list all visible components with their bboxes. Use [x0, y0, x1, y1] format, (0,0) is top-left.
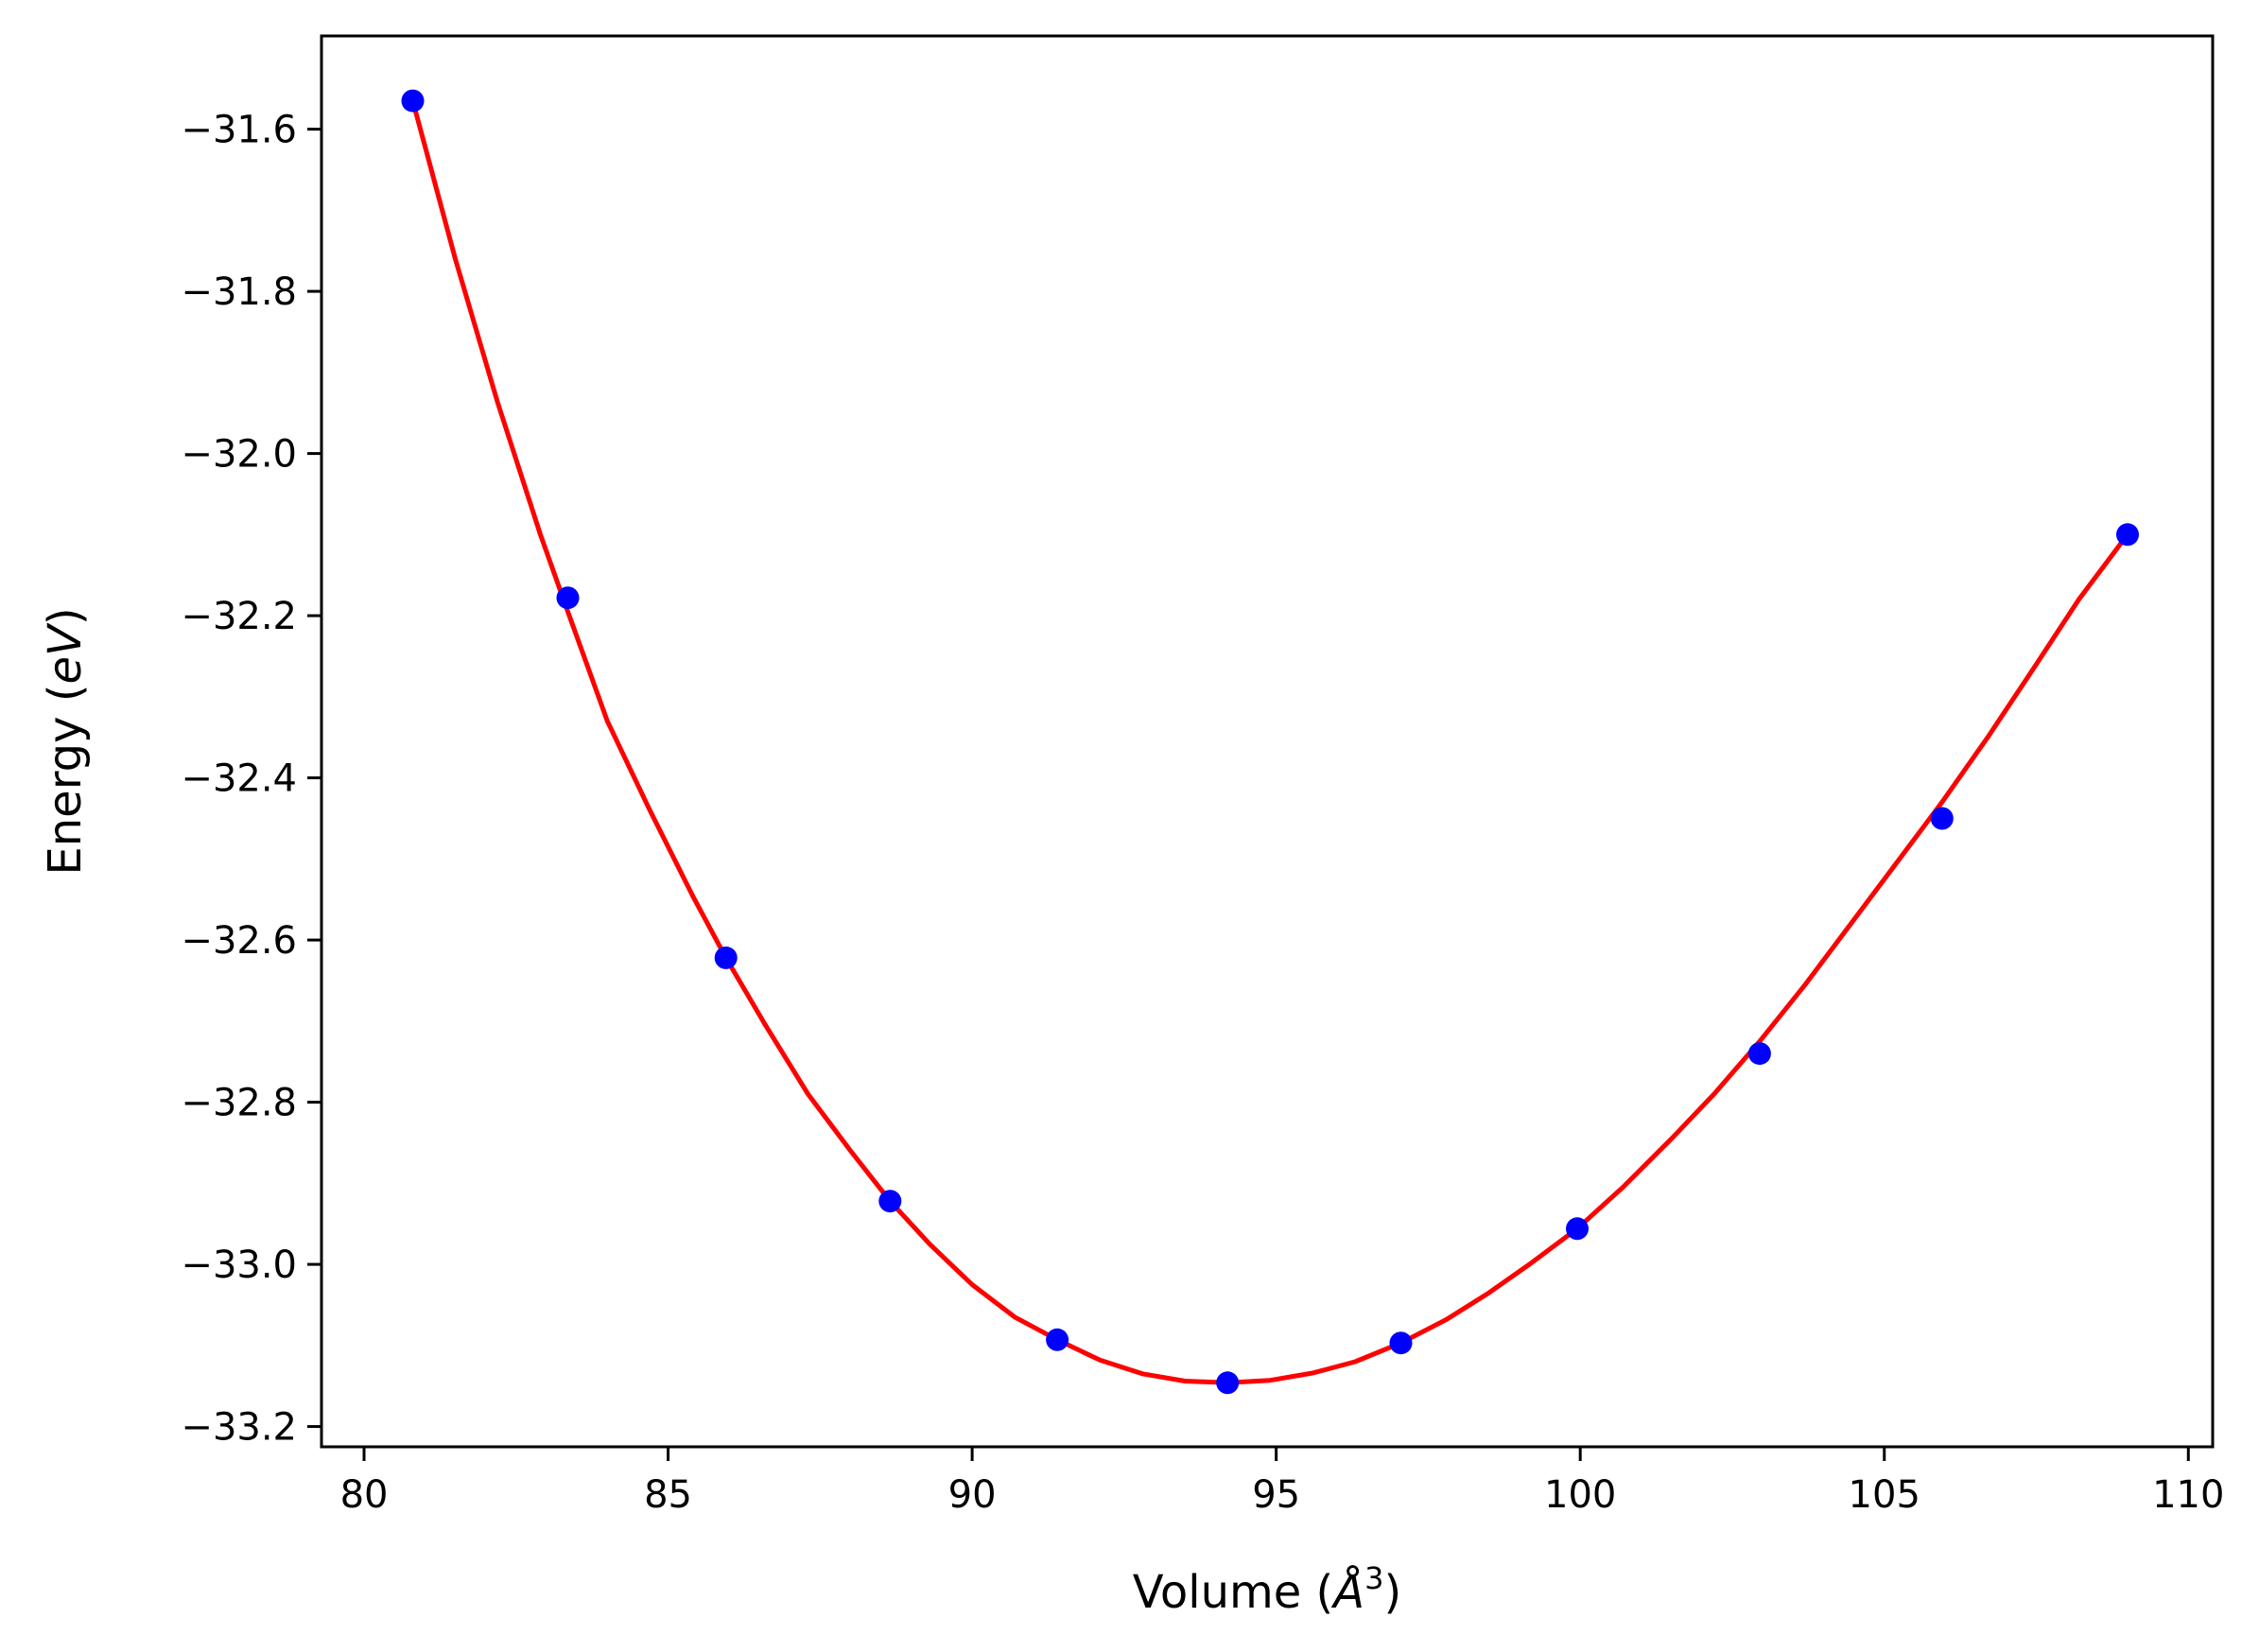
y-axis-label-text: Energy (	[39, 685, 92, 876]
data-point	[1566, 1217, 1589, 1241]
y-tick-label: −33.0	[181, 1243, 297, 1287]
y-tick-label: −32.2	[181, 595, 297, 638]
y-axis-label: Energy (eV)	[39, 607, 92, 875]
y-tick-label: −31.8	[181, 270, 297, 314]
x-tick-label: 85	[644, 1473, 692, 1517]
data-point	[2116, 523, 2139, 547]
y-tick-label: −32.6	[181, 919, 297, 963]
x-axis-label-unit: Å	[1330, 1565, 1364, 1619]
data-point	[714, 946, 738, 969]
x-tick-label: 100	[1544, 1473, 1616, 1517]
x-axis-label-close: )	[1383, 1566, 1401, 1619]
y-tick-label: −32.4	[181, 757, 297, 801]
x-tick-label: 95	[1252, 1473, 1300, 1517]
x-axis-label-text: Volume (	[1133, 1566, 1334, 1619]
y-axis-ticks: −31.6 −31.8 −32.0 −32.2 −32.4 −32.6 −32.8 −33.0…	[181, 109, 321, 1450]
x-tick-label: 90	[948, 1473, 997, 1517]
plot-frame	[320, 34, 2215, 1449]
data-point	[556, 586, 580, 610]
y-axis-label-unit: eV	[39, 622, 92, 685]
x-tick-label: 105	[1849, 1473, 1920, 1517]
x-tick-label: 80	[340, 1473, 389, 1517]
x-axis-label: Volume (Å3)	[1133, 1560, 1401, 1619]
data-point	[1046, 1328, 1069, 1351]
x-axis-ticks: 80 85 90 95 100 105 110	[340, 1447, 2224, 1517]
data-point	[1930, 807, 1954, 830]
data-point	[878, 1190, 902, 1213]
x-tick-label: 110	[2152, 1473, 2224, 1517]
y-tick-label: −32.0	[181, 433, 297, 477]
data-point	[401, 89, 425, 113]
plot-content	[401, 89, 2139, 1395]
data-point	[1389, 1331, 1413, 1355]
data-point	[1216, 1371, 1240, 1395]
y-tick-label: −33.2	[181, 1406, 297, 1450]
x-axis-label-superscript: 3	[1364, 1560, 1383, 1596]
y-tick-label: −31.6	[181, 109, 297, 152]
y-tick-label: −32.8	[181, 1082, 297, 1125]
data-point	[1747, 1042, 1771, 1066]
y-axis-label-close: )	[39, 607, 92, 625]
